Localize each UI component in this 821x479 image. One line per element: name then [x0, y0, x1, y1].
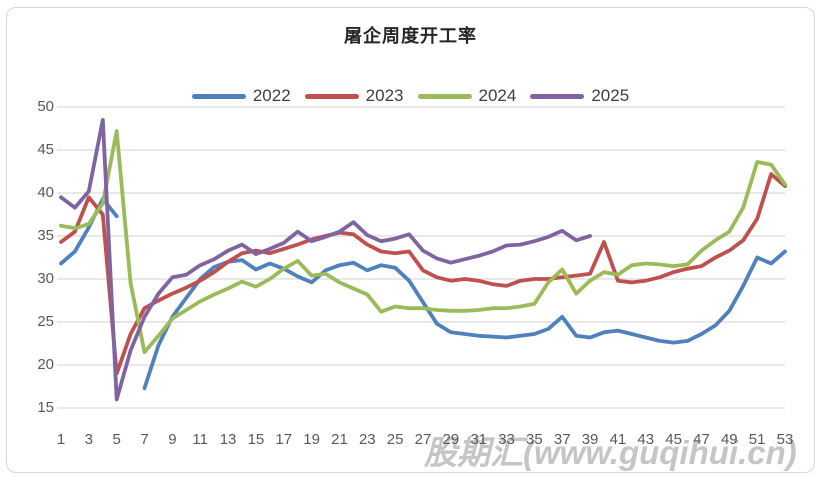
x-axis-tick-label: 25 [386, 431, 404, 448]
x-axis-tick-label: 11 [192, 431, 208, 448]
x-axis-tick-label: 33 [498, 431, 515, 448]
x-axis-tick-label: 19 [303, 431, 320, 448]
x-axis-tick-label: 5 [112, 431, 121, 448]
legend-swatch-2022 [191, 93, 246, 99]
series-line-2024 [59, 129, 787, 354]
x-axis-tick-label: 43 [637, 431, 655, 448]
x-axis-tick-label: 47 [693, 431, 710, 448]
x-axis-tick-label: 15 [247, 431, 265, 448]
x-axis-tick-label: 45 [665, 431, 682, 448]
legend-label-2024: 2024 [478, 86, 517, 105]
x-axis-tick-label: 21 [331, 431, 348, 448]
y-axis-tick-label: 45 [37, 141, 54, 158]
legend-item-2022: 2022 [191, 86, 291, 106]
y-axis-tick-label: 25 [37, 313, 54, 330]
x-axis-tick-label: 7 [140, 431, 149, 448]
legend-item-2025: 2025 [530, 86, 629, 106]
watermark-text: 股期汇(www.guqihui.cn) [424, 434, 797, 471]
x-axis-tick-label: 13 [219, 431, 237, 448]
legend-label-2025: 2025 [591, 86, 630, 105]
x-axis-tick-label: 41 [609, 431, 627, 448]
y-axis-tick-label: 40 [37, 184, 54, 201]
x-axis-tick-label: 49 [720, 431, 738, 448]
y-axis-tick-label: 50 [37, 98, 54, 115]
series-line-2025 [59, 118, 592, 402]
legend-item-2024: 2024 [417, 86, 517, 106]
legend-swatch-2025 [530, 93, 585, 99]
chart-legend: 2022 2023 2024 2025 [0, 86, 821, 106]
chart-border [6, 7, 815, 473]
legend-swatch-2024 [417, 93, 472, 99]
x-axis-tick-label: 35 [526, 431, 543, 448]
x-axis-tick-label: 37 [553, 431, 571, 448]
x-axis-tick-label: 53 [776, 431, 794, 448]
legend-label-2023: 2023 [365, 86, 404, 105]
legend-swatch-2023 [304, 93, 359, 99]
legend-item-2023: 2023 [304, 86, 404, 106]
x-axis-tick-label: 17 [275, 431, 293, 448]
legend-label-2022: 2022 [252, 86, 291, 105]
y-axis-tick-label: 35 [37, 227, 54, 244]
y-axis-tick-label: 30 [37, 270, 54, 287]
x-axis-tick-label: 23 [358, 431, 376, 448]
y-axis-tick-label: 20 [37, 356, 54, 373]
chart-title: 屠企周度开工率 [344, 26, 477, 46]
x-axis-tick-label: 27 [414, 431, 432, 448]
x-axis-tick-label: 31 [470, 431, 488, 448]
x-axis-tick-label: 1 [56, 431, 66, 448]
x-axis-tick-label: 29 [442, 431, 460, 448]
x-axis-tick-label: 9 [168, 431, 177, 448]
x-axis-tick-label: 51 [748, 431, 766, 448]
x-axis-tick-label: 3 [84, 431, 94, 448]
y-axis-tick-label: 15 [37, 399, 54, 416]
series-line-2023 [59, 172, 787, 376]
x-axis-tick-label: 39 [581, 431, 599, 448]
